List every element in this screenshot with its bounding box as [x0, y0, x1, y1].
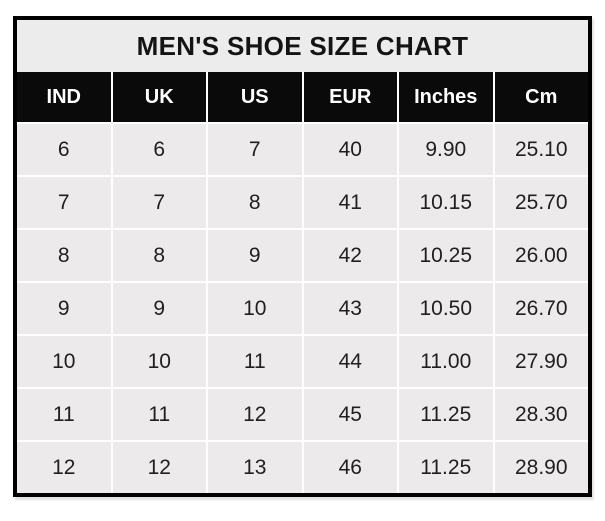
table-cell: 13 — [208, 442, 302, 493]
column-header-eur: EUR — [303, 72, 397, 122]
table-cell: 9 — [112, 283, 206, 334]
table-cell: 11 — [208, 336, 302, 387]
column-header-ind: IND — [17, 72, 111, 122]
shoe-size-chart-frame: MEN'S SHOE SIZE CHART IND UK US EUR Inch… — [13, 16, 592, 497]
table-cell: 10 — [208, 283, 302, 334]
table-cell: 12 — [112, 442, 206, 493]
table-cell: 10 — [17, 336, 111, 387]
table-cell: 9 — [17, 283, 111, 334]
table-cell: 8 — [208, 177, 302, 228]
table-cell: 10.15 — [399, 177, 493, 228]
table-cell: 25.10 — [494, 124, 588, 175]
table-cell: 40 — [303, 124, 397, 175]
table-cell: 26.70 — [494, 283, 588, 334]
table-cell: 11.00 — [399, 336, 493, 387]
table-cell: 9 — [208, 230, 302, 281]
table-cell: 7 — [208, 124, 302, 175]
table-cell: 27.90 — [494, 336, 588, 387]
table-cell: 11.25 — [399, 389, 493, 440]
table-cell: 10 — [112, 336, 206, 387]
column-header-inches: Inches — [399, 72, 493, 122]
table-cell: 28.90 — [494, 442, 588, 493]
table-cell: 10.50 — [399, 283, 493, 334]
column-header-us: US — [208, 72, 302, 122]
table-cell: 11.25 — [399, 442, 493, 493]
table-cell: 8 — [112, 230, 206, 281]
table-cell: 44 — [303, 336, 397, 387]
table-cell: 41 — [303, 177, 397, 228]
column-header-cm: Cm — [494, 72, 588, 122]
table-cell: 8 — [17, 230, 111, 281]
table-cell: 10.25 — [399, 230, 493, 281]
table-cell: 6 — [112, 124, 206, 175]
table-cell: 28.30 — [494, 389, 588, 440]
table-cell: 11 — [112, 389, 206, 440]
table-cell: 7 — [17, 177, 111, 228]
table-cell: 12 — [208, 389, 302, 440]
table-cell: 25.70 — [494, 177, 588, 228]
table-cell: 43 — [303, 283, 397, 334]
table-cell: 42 — [303, 230, 397, 281]
size-conversion-table: IND UK US EUR Inches Cm 6 6 7 40 9.90 25… — [17, 72, 588, 493]
table-cell: 7 — [112, 177, 206, 228]
page-title: MEN'S SHOE SIZE CHART — [17, 20, 588, 72]
table-cell: 11 — [17, 389, 111, 440]
column-header-uk: UK — [112, 72, 206, 122]
table-cell: 12 — [17, 442, 111, 493]
table-cell: 9.90 — [399, 124, 493, 175]
table-cell: 46 — [303, 442, 397, 493]
table-cell: 26.00 — [494, 230, 588, 281]
table-cell: 45 — [303, 389, 397, 440]
table-cell: 6 — [17, 124, 111, 175]
